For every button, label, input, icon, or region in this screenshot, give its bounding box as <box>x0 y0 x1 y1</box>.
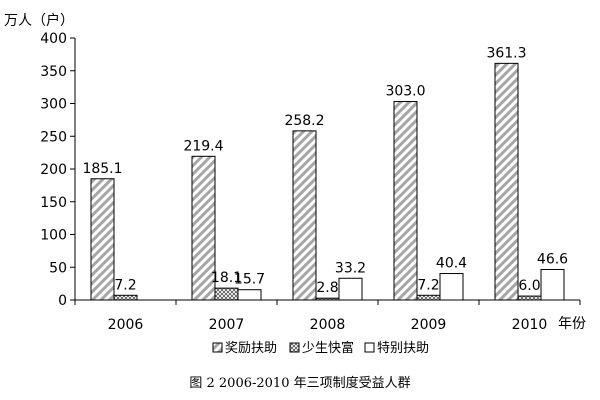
chart-caption: 图 2 2006-2010 年三项制度受益人群 <box>189 375 410 391</box>
bar <box>494 62 519 301</box>
data-label: 303.0 <box>385 84 425 100</box>
legend-label: 特别扶助 <box>377 341 429 356</box>
bar <box>517 295 542 301</box>
y-tick-label: 350 <box>40 64 67 80</box>
bar <box>292 130 317 301</box>
data-label: 185.1 <box>82 161 122 177</box>
legend-swatch <box>364 342 375 353</box>
bar <box>113 294 138 301</box>
data-label: 219.4 <box>183 138 223 154</box>
x-tick-label: 2007 <box>209 317 245 333</box>
y-tick-label: 150 <box>40 195 67 211</box>
legend-swatch <box>289 342 300 353</box>
bar <box>416 294 441 301</box>
data-labels: 185.1 219.4 258.2 303.0 361.3 7.2 18.1 2.8 7.2 6.… <box>82 45 568 296</box>
bars <box>90 62 565 301</box>
data-label: 15.7 <box>234 272 265 288</box>
y-tick-label: 100 <box>40 228 67 244</box>
bar <box>439 273 464 301</box>
legend-swatch <box>212 342 223 353</box>
y-tick-label: 50 <box>49 260 67 276</box>
data-label: 361.3 <box>486 45 526 61</box>
bar <box>214 287 239 301</box>
data-label: 33.2 <box>335 260 366 276</box>
y-tick-label: 300 <box>40 97 67 113</box>
legend-label: 少生快富 <box>302 340 354 356</box>
data-label: 18.1 <box>211 270 242 286</box>
x-tick-label: 2010 <box>512 317 548 333</box>
y-tick-label: 250 <box>40 129 67 145</box>
data-label: 7.2 <box>417 277 439 293</box>
y-tick-label: 200 <box>40 162 67 178</box>
data-label: 258.2 <box>284 113 324 129</box>
y-tick-label: 400 <box>40 31 67 47</box>
data-label: 46.6 <box>537 251 568 267</box>
x-axis-title: 年份 <box>558 316 586 332</box>
x-tick-label: 2009 <box>411 317 447 333</box>
legend-label: 奖励扶助 <box>225 341 277 356</box>
y-tick-label: 0 <box>58 293 67 309</box>
bar <box>393 101 418 301</box>
data-label: 7.2 <box>114 277 136 293</box>
x-axis: 2006 2007 2008 2009 2010 <box>74 299 581 333</box>
bar <box>90 178 115 301</box>
x-tick-label: 2008 <box>310 317 346 333</box>
data-label: 6.0 <box>518 278 540 294</box>
bar <box>237 289 262 301</box>
bar <box>191 155 216 301</box>
y-axis-title: 万人（户） <box>4 12 74 29</box>
bar <box>540 268 565 301</box>
y-axis: 0 50 100 150 200 250 300 350 400 <box>40 31 76 309</box>
bar <box>338 277 363 301</box>
x-tick-label: 2006 <box>108 317 144 333</box>
data-label: 2.8 <box>316 280 338 296</box>
data-label: 40.4 <box>436 256 467 272</box>
bar <box>315 297 340 301</box>
legend: 奖励扶助 少生快富 特别扶助 <box>212 340 429 356</box>
